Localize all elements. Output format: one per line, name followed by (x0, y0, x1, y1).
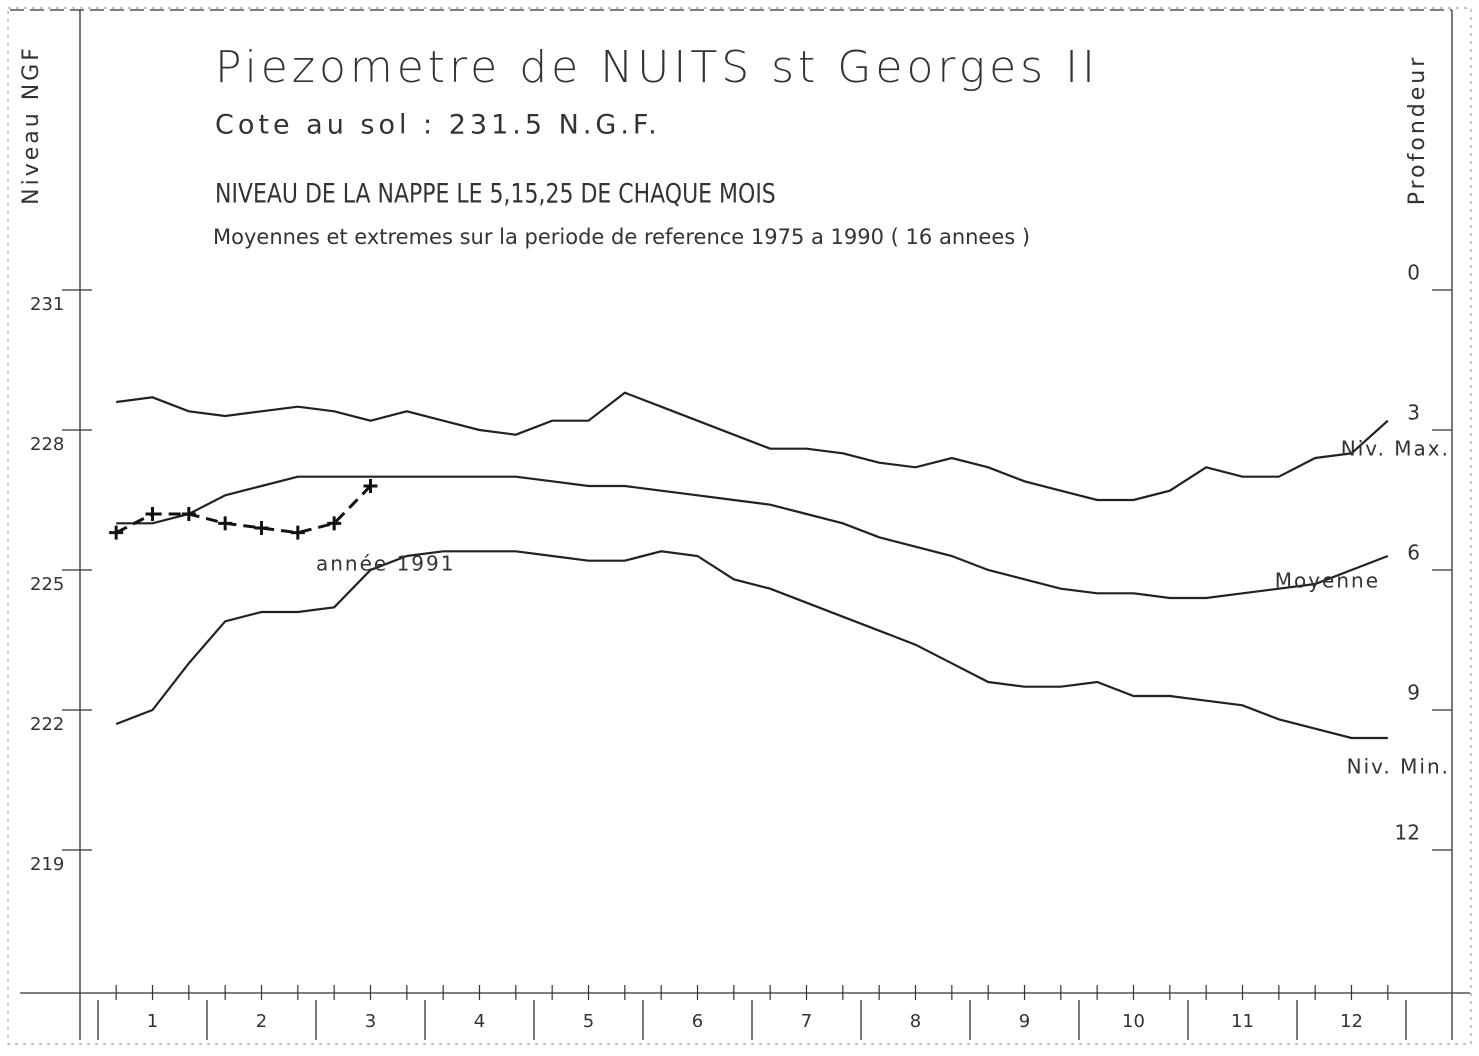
heading: NIVEAU DE LA NAPPE LE 5,15,25 DE CHAQUE … (215, 178, 776, 210)
x-tick-label: 8 (910, 1011, 921, 1032)
x-tick-label: 7 (801, 1011, 812, 1032)
series-line (115, 550, 1388, 740)
y-tick-label: 225 (30, 574, 64, 595)
x-tick-label: 9 (1019, 1011, 1030, 1032)
y-tick-label: 231 (30, 294, 64, 315)
y2-tick-label: 9 (1407, 681, 1420, 705)
chart-title: Piezometre de NUITS st Georges II (215, 42, 1099, 93)
x-tick-label: 3 (365, 1011, 376, 1032)
point-marker (218, 516, 233, 531)
y-axis-label: Niveau NGF (19, 45, 44, 205)
x-tick-label: 10 (1122, 1011, 1145, 1032)
y2-tick-label: 6 (1407, 541, 1420, 565)
series-line (115, 484, 372, 535)
point-marker (145, 507, 160, 521)
series-label: Niv. Min. (1347, 755, 1450, 779)
series-line (116, 475, 1389, 600)
y-tick-label: 219 (30, 854, 64, 875)
x-tick-label: 11 (1231, 1011, 1254, 1032)
series-label: année 1991 (316, 552, 455, 576)
x-tick-label: 5 (583, 1011, 594, 1032)
y-tick-label: 222 (30, 714, 64, 735)
x-tick-label: 2 (256, 1011, 267, 1032)
point-marker (290, 525, 305, 540)
x-tick-label: 4 (474, 1011, 485, 1032)
frame (7, 7, 1472, 1045)
point-marker (363, 479, 378, 493)
series-label: Moyenne (1275, 569, 1380, 593)
x-tick-label: 1 (147, 1011, 158, 1032)
y2-tick-label: 12 (1395, 821, 1420, 845)
y2-axis-label: Profondeur (1405, 55, 1430, 206)
y2-tick-label: 0 (1407, 261, 1420, 285)
series-label: Niv. Max. (1341, 437, 1450, 461)
point-marker (109, 525, 124, 540)
x-tick-label: 12 (1340, 1011, 1363, 1032)
y-tick-label: 228 (30, 434, 64, 455)
series-line (116, 391, 1389, 502)
point-marker (181, 507, 196, 521)
point-marker (327, 516, 342, 531)
note: Moyennes et extremes sur la periode de r… (213, 225, 1030, 249)
x-tick-label: 6 (692, 1011, 703, 1032)
y2-tick-label: 3 (1407, 401, 1420, 425)
point-marker (254, 521, 269, 535)
subtitle: Cote au sol : 231.5 N.G.F. (215, 110, 661, 141)
